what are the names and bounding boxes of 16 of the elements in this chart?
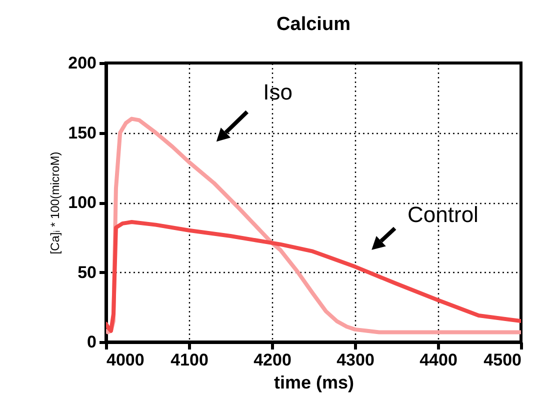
x-tick-label: 4100 [170, 350, 208, 370]
x-tick-label: 4400 [420, 350, 458, 370]
x-tick-label: 4500 [484, 350, 522, 370]
y-tick-label: 0 [87, 332, 96, 352]
x-tick-label: 4300 [336, 350, 374, 370]
chart-title: Calcium [276, 14, 350, 35]
y-axis-title: [Ca]ᵢ * 100(microM) [48, 152, 62, 254]
y-tick-label: 150 [68, 123, 96, 142]
y-tick-label: 200 [68, 54, 96, 72]
x-axis-title: time (ms) [274, 372, 354, 392]
y-tick-label: 50 [78, 262, 96, 282]
y-tick-label: 100 [68, 193, 96, 212]
text: Iso [263, 79, 292, 104]
x-tick-label: 4200 [254, 350, 292, 370]
text: Control [408, 202, 478, 228]
x-tick-label: 4000 [106, 350, 144, 370]
